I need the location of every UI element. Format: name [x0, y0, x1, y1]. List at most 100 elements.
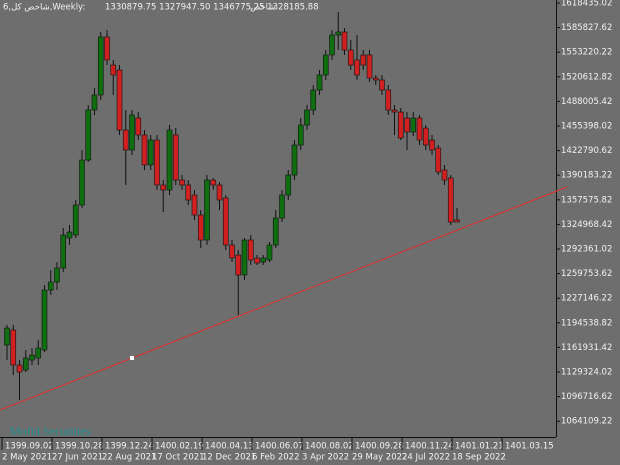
candle-body [304, 109, 310, 126]
candle-body [35, 347, 42, 359]
candle-body [291, 144, 298, 176]
candle-body [260, 257, 267, 263]
candle-body [360, 54, 367, 66]
candle-body [322, 54, 329, 76]
x-tick-label: 18 Sep 2022 [452, 453, 506, 463]
x-tick-label: 27 Jun 2021 [52, 453, 103, 463]
x-tick-label: 3 Apr 2022 [302, 453, 349, 463]
candle-body [60, 234, 67, 269]
trend-anchor [130, 356, 134, 360]
candle-body [279, 194, 285, 219]
candle-body [179, 179, 185, 186]
x-tick-label: 12 Dec 2021 [202, 453, 256, 463]
candle-body [191, 194, 198, 216]
candle-body [160, 184, 167, 191]
y-tick-label: 1488005.42 [561, 97, 612, 107]
candle-body [272, 217, 279, 246]
x-tick-label: 1399.12.24 [105, 442, 154, 452]
trend-line [0, 186, 568, 411]
y-tick-label: 1455398.02 [561, 122, 612, 132]
candle-body [254, 257, 260, 264]
candle-body [4, 327, 10, 346]
candle-body [147, 139, 154, 166]
y-tick-label: 1129324.02 [561, 368, 612, 378]
x-tick-label: 1400.11.24 [405, 442, 454, 452]
candle-body [410, 117, 417, 133]
x-tick-label: 1400.04.13 [205, 442, 254, 452]
candle-body [172, 134, 179, 181]
y-tick-label: 1520612.82 [561, 72, 612, 82]
y-tick-label: 1194538.82 [561, 318, 612, 328]
candle-body [122, 129, 129, 151]
x-tick-label: 2 May 2021 [2, 453, 52, 463]
candle-body [104, 36, 110, 61]
candle-body [391, 109, 398, 113]
y-tick-label: 1618435.02 [561, 0, 612, 8]
candle-body [79, 159, 85, 206]
x-tick-label: 1401.03.15 [505, 442, 554, 452]
y-tick-label: 1064109.22 [561, 417, 612, 427]
candle-body [29, 354, 35, 361]
plot-area [4, 11, 460, 401]
candle-body [285, 174, 292, 196]
candle-body [222, 197, 229, 246]
candle-body [66, 231, 73, 239]
header-name: شاخص [250, 3, 275, 13]
candle-body [141, 134, 148, 166]
watermark: Mofid Securities [10, 424, 91, 438]
candle-body [41, 289, 48, 351]
candle-body [22, 357, 29, 371]
x-tick-label: 1400.02.19 [155, 442, 204, 452]
candle-body [429, 139, 435, 151]
candle-body [354, 59, 360, 76]
x-tick-label: 29 May 2022 [352, 453, 407, 463]
y-tick-label: 1161931.42 [561, 343, 612, 353]
candle-body [297, 124, 304, 146]
candle-body [10, 329, 17, 366]
x-tick-label: 1400.08.02 [305, 442, 354, 452]
candle-body [229, 244, 235, 259]
candle-body [116, 69, 123, 131]
candle-body [447, 177, 454, 223]
candle-body [397, 111, 404, 139]
candle-body [422, 127, 429, 146]
candle-body [241, 239, 248, 276]
candle-body [372, 77, 379, 81]
header-ohlc: 1330879.75 1327947.50 1346775.25 1328185… [105, 3, 319, 13]
candle-body [441, 169, 448, 181]
y-tick-label: 1292361.02 [561, 245, 612, 255]
candle-body [316, 74, 323, 91]
candle-body [329, 34, 335, 56]
x-tick-label: 22 Aug 2021 [102, 453, 156, 463]
x-tick-label: 1400.09.28 [355, 442, 404, 452]
candle-body [266, 244, 273, 261]
y-tick-label: 1553220.22 [561, 48, 612, 58]
y-tick-label: 1096716.62 [561, 392, 612, 402]
candle-body [47, 281, 54, 291]
candle-body [110, 64, 117, 76]
candle-body [379, 79, 385, 91]
y-tick-label: 1390183.22 [561, 171, 612, 181]
candle-body [416, 117, 423, 141]
candle-body [72, 204, 79, 236]
candle-body [91, 94, 98, 111]
x-tick-label: 1401.01.21 [455, 442, 504, 452]
candle-body [210, 179, 217, 186]
candle-body [54, 267, 60, 283]
candle-body [366, 54, 373, 79]
candle-body [16, 364, 23, 373]
candle-body [341, 31, 348, 51]
y-tick-label: 1422790.62 [561, 146, 612, 156]
x-tick-label: 24 Jul 2022 [402, 453, 450, 463]
y-tick-label: 1227146.22 [561, 294, 612, 304]
candle-body [185, 184, 192, 201]
x-tick-label: 17 Oct 2021 [152, 453, 205, 463]
header-symbol: 6,شاخص کل,Weekly: [3, 3, 85, 13]
candle-body [235, 254, 242, 276]
x-tick-label: 6 Feb 2022 [252, 453, 300, 463]
x-tick-label: 1399.10.28 [55, 442, 104, 452]
candle-body [454, 219, 460, 223]
candle-body [335, 31, 342, 36]
candle-body [85, 109, 92, 161]
